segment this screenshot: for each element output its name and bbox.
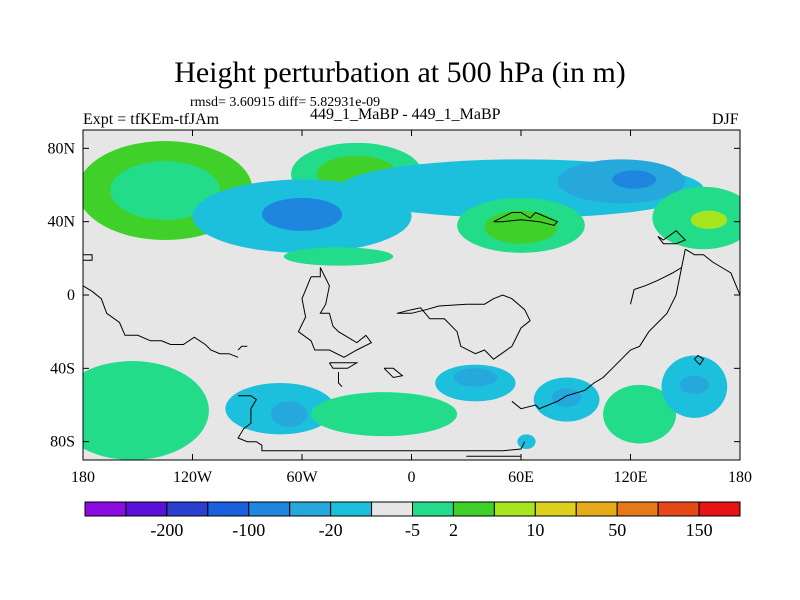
colorbar-box	[371, 501, 413, 517]
colorbar-box	[452, 501, 495, 517]
anomaly-region	[83, 361, 209, 460]
colorbar-label: 50	[608, 520, 626, 540]
anomaly-region	[110, 161, 220, 220]
experiment-label: Expt = tfKEm-tfJAm	[83, 111, 220, 128]
anomaly-region	[484, 210, 558, 244]
anomaly-region	[311, 392, 458, 437]
colorbar-box	[493, 501, 536, 517]
anomaly-region	[453, 368, 498, 387]
coastline-segment	[694, 354, 705, 366]
coastline-segment	[493, 211, 559, 226]
colorbar-box	[534, 501, 577, 517]
colorbar-box	[207, 501, 250, 517]
colorbar-box	[330, 501, 373, 517]
coastline-segment	[328, 362, 359, 369]
case-label: 449_1_MaBP - 449_1_MaBP	[310, 106, 501, 123]
y-tick-label: 40S	[50, 360, 75, 377]
colorbar-box	[125, 501, 168, 517]
coastline-segment	[511, 249, 686, 410]
coastline-segment	[297, 267, 373, 358]
colorbar-box	[166, 501, 209, 517]
axes: 180 120W 60W 0 60E 120E 180 80N 40N 0 40S 80S	[47, 130, 752, 486]
colorbar-box	[657, 501, 700, 517]
colorbar-label: -200	[150, 520, 183, 540]
y-tick-label: 80S	[50, 434, 75, 451]
colorbar-label: -5	[405, 520, 420, 540]
colorbar-box	[289, 501, 332, 517]
anomaly-region	[612, 170, 657, 189]
y-tick-label: 0	[67, 287, 75, 304]
coastline-segment	[237, 395, 526, 452]
coastline-segment	[657, 230, 687, 245]
colorbar-box	[84, 501, 127, 517]
coastline-segment	[630, 267, 682, 305]
anomaly-contours	[83, 141, 740, 460]
x-tick-label: 0	[408, 469, 416, 486]
x-tick-label: 180	[71, 469, 95, 486]
anomaly-region	[283, 247, 394, 266]
colorbar-label: 150	[686, 520, 713, 540]
y-tick-label: 80N	[47, 140, 75, 157]
anomaly-region	[679, 375, 709, 395]
anomaly-region	[261, 197, 343, 231]
y-tick-label: 40N	[47, 214, 75, 231]
anomaly-region	[517, 434, 536, 449]
x-tick-label: 60E	[508, 469, 534, 486]
colorbar-box	[698, 501, 741, 517]
colorbar-label: -20	[319, 520, 343, 540]
anomaly-region	[552, 388, 582, 407]
coastline-segment	[83, 285, 239, 358]
colorbar-box	[248, 501, 291, 517]
coastline-segment	[237, 345, 248, 351]
colorbar-box	[616, 501, 659, 517]
coastlines	[83, 211, 740, 457]
colorbar-label: -100	[232, 520, 265, 540]
colorbar-label: 2	[449, 520, 458, 540]
rmsd-diff-label: rmsd= 3.60915 diff= 5.82931e-09	[190, 95, 381, 110]
colorbar: -200 -100 -20 -5 2 10 50 150	[84, 501, 741, 540]
coastline-segment	[83, 254, 93, 261]
anomaly-region	[603, 384, 677, 444]
x-tick-label: 60W	[286, 469, 318, 486]
season-label: DJF	[712, 111, 739, 128]
colorbar-box	[575, 501, 618, 517]
coastline-segment	[685, 248, 740, 296]
coastline-segment	[338, 372, 343, 388]
anomaly-region	[270, 401, 308, 427]
anomaly-region	[690, 210, 728, 229]
x-tick-label: 120E	[614, 469, 648, 486]
x-tick-label: 120W	[173, 469, 213, 486]
coastline-segment	[396, 294, 531, 360]
chart-title: Height perturbation at 500 hPa (in m)	[174, 56, 626, 89]
x-tick-label: 180	[728, 469, 752, 486]
coastline-segment	[383, 367, 404, 379]
colorbar-label: 10	[526, 520, 544, 540]
colorbar-box	[412, 501, 454, 517]
